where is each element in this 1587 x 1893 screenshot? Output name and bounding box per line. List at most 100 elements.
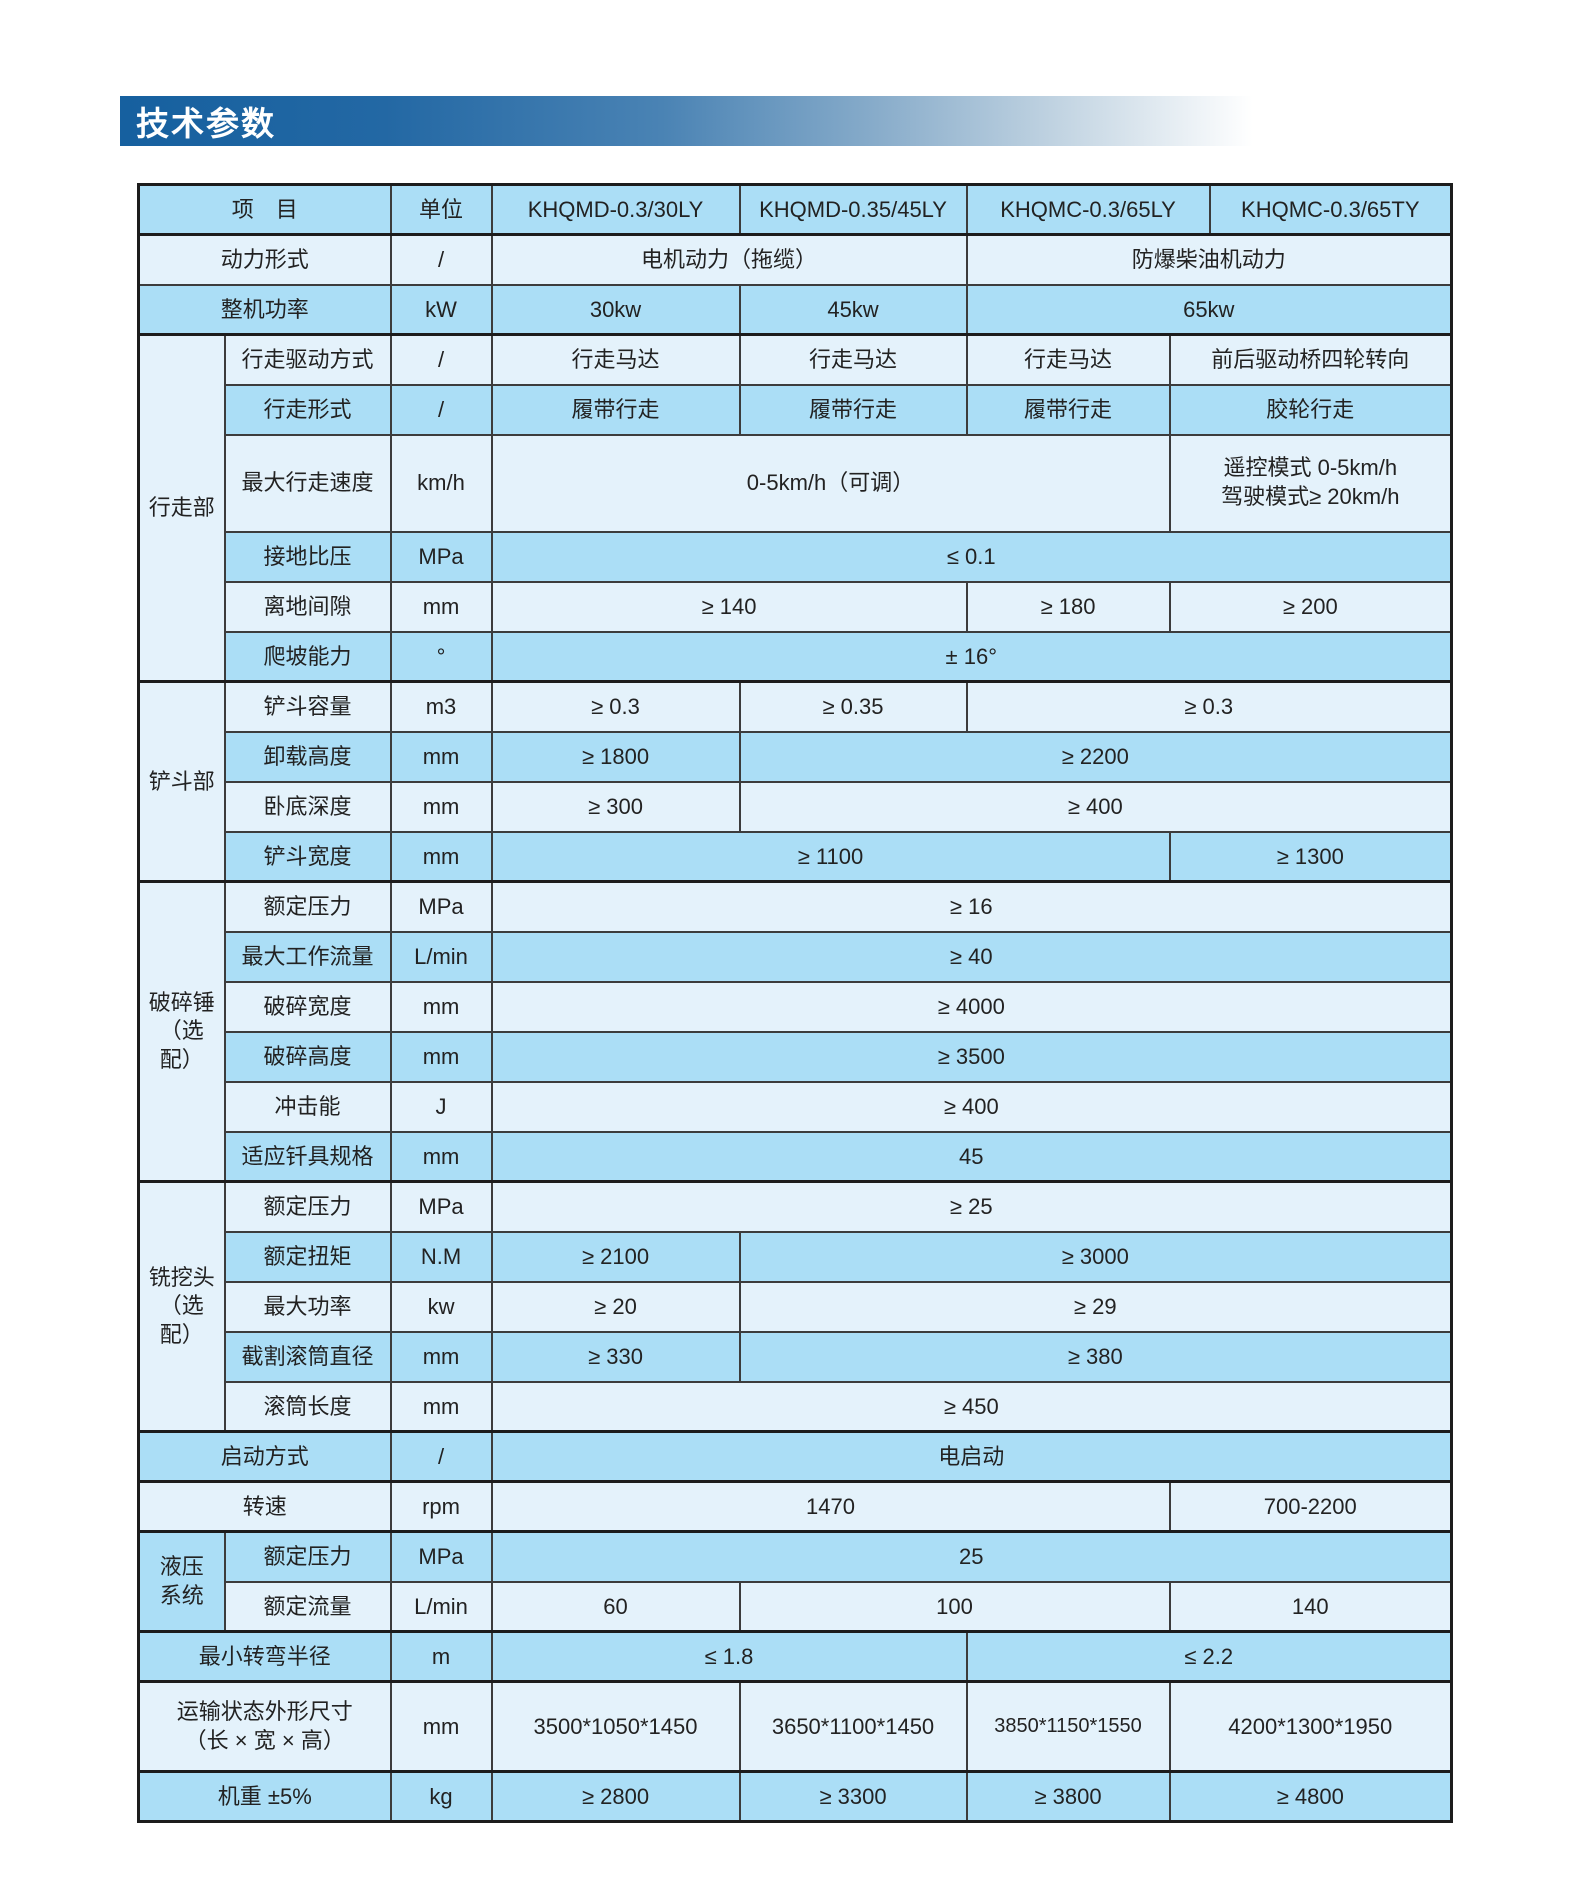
value-cell: 100 [738, 1580, 1171, 1633]
value-cell: 140 [1168, 1580, 1453, 1633]
value-cell: 电机动力（拖缆） [490, 233, 968, 286]
row-label: 适应钎具规格 [223, 1130, 392, 1183]
col-header-model-1: KHQMD-0.3/30LY [490, 183, 741, 236]
value-cell: 履带行走 [965, 383, 1171, 436]
value-cell: ≥ 2200 [738, 730, 1453, 783]
unit-cell: mm [389, 580, 493, 633]
row-label-line: 运输状态外形尺寸 [176, 1698, 353, 1724]
table-row: 爬坡能力 ° ± 16° [139, 630, 1453, 683]
row-label: 破碎高度 [223, 1030, 392, 1083]
row-label: 最大功率 [223, 1280, 392, 1333]
row-label: 破碎宽度 [223, 980, 392, 1033]
value-cell: 3650*1100*1450 [738, 1680, 968, 1773]
value-cell: ≥ 40 [490, 930, 1453, 983]
unit-cell: MPa [389, 1180, 493, 1233]
row-label: 转速 [137, 1480, 392, 1533]
value-cell: 60 [490, 1580, 741, 1633]
row-label: 截割滚筒直径 [223, 1330, 392, 1383]
row-label: 运输状态外形尺寸 （长 × 宽 × 高） [137, 1680, 392, 1773]
table-row: 启动方式 / 电启动 [137, 1430, 1453, 1483]
table-row: 整机功率 kW 30kw 45kw 65kw [137, 283, 1453, 336]
value-cell: 履带行走 [490, 383, 741, 436]
row-label: 额定压力 [223, 1530, 392, 1583]
value-cell: 防爆柴油机动力 [965, 233, 1453, 286]
value-cell: 30kw [490, 283, 741, 336]
unit-cell: ° [389, 630, 493, 683]
row-label: 爬坡能力 [223, 630, 392, 683]
row-label: 额定压力 [223, 1180, 392, 1233]
row-label: 冲击能 [223, 1080, 392, 1133]
value-cell: ≥ 380 [738, 1330, 1453, 1383]
value-cell: 0-5km/h（可调） [490, 433, 1171, 533]
value-cell: 3500*1050*1450 [490, 1680, 741, 1773]
value-cell: ≥ 400 [490, 1080, 1453, 1133]
col-header-model-3: KHQMC-0.3/65LY [965, 183, 1211, 236]
col-header-model-2: KHQMD-0.35/45LY [738, 183, 968, 236]
group-cell-breaker: 破碎锤 （选配） [137, 880, 226, 1183]
row-label: 接地比压 [223, 530, 392, 583]
row-label: 额定流量 [223, 1580, 392, 1633]
value-cell: 电启动 [490, 1430, 1453, 1483]
group-cell-hydraulic: 液压 系统 [137, 1530, 226, 1633]
value-cell: ≥ 330 [490, 1330, 741, 1383]
value-cell: ± 16° [490, 630, 1453, 683]
table-row: 滚筒长度 mm ≥ 450 [139, 1380, 1453, 1433]
group-label-line: （选配） [159, 1293, 204, 1347]
row-label: 动力形式 [137, 233, 392, 286]
value-cell: 700-2200 [1168, 1480, 1453, 1533]
unit-cell: MPa [389, 1530, 493, 1583]
unit-cell: m3 [389, 680, 493, 733]
row-label: 铲斗容量 [223, 680, 392, 733]
unit-cell: mm [389, 1680, 493, 1773]
value-cell: ≥ 400 [738, 780, 1453, 833]
group-label-line: 液压 [159, 1553, 204, 1579]
value-cell: 45 [490, 1130, 1453, 1183]
unit-cell: N.M [389, 1230, 493, 1283]
table-row: 机重 ±5% kg ≥ 2800 ≥ 3300 ≥ 3800 ≥ 4800 [137, 1770, 1453, 1823]
value-cell: ≤ 2.2 [965, 1630, 1453, 1683]
value-cell: 行走马达 [738, 333, 968, 386]
unit-cell: / [389, 383, 493, 436]
value-cell: 行走马达 [965, 333, 1171, 386]
value-cell: ≤ 1.8 [490, 1630, 968, 1683]
table-row: 离地间隙 mm ≥ 140 ≥ 180 ≥ 200 [139, 580, 1453, 633]
specs-table: 项 目 单位 KHQMD-0.3/30LY KHQMD-0.35/45LY KH… [137, 183, 1454, 1823]
table-row: 行走部 行走驱动方式 / 行走马达 行走马达 行走马达 前后驱动桥四轮转向 [137, 333, 1453, 683]
table-row: 截割滚筒直径 mm ≥ 330 ≥ 380 [139, 1330, 1453, 1383]
section-title-bar: 技术参数 [120, 96, 1325, 146]
unit-cell: kw [389, 1280, 493, 1333]
table-row: 最小转弯半径 m ≤ 1.8 ≤ 2.2 [137, 1630, 1453, 1683]
unit-cell: / [389, 333, 493, 386]
table-row: 卸载高度 mm ≥ 1800 ≥ 2200 [139, 730, 1453, 783]
value-cell: ≥ 0.3 [490, 680, 741, 733]
table-row: 铲斗宽度 mm ≥ 1100 ≥ 1300 [139, 830, 1453, 883]
value-cell: ≥ 4800 [1168, 1770, 1453, 1823]
unit-cell: mm [389, 780, 493, 833]
row-label: 铲斗宽度 [223, 830, 392, 883]
row-label: 滚筒长度 [223, 1380, 392, 1433]
row-label: 启动方式 [137, 1430, 392, 1483]
value-cell: ≥ 4000 [490, 980, 1453, 1033]
table-row: 破碎高度 mm ≥ 3500 [139, 1030, 1453, 1083]
row-label: 机重 ±5% [137, 1770, 392, 1823]
value-cell: ≥ 29 [738, 1280, 1453, 1333]
page-title: 技术参数 [136, 105, 276, 142]
value-cell: ≥ 16 [490, 880, 1453, 933]
unit-cell: MPa [389, 880, 493, 933]
row-label: 离地间隙 [223, 580, 392, 633]
unit-cell: km/h [389, 433, 493, 533]
row-label: 额定压力 [223, 880, 392, 933]
table-row: 铣挖头 （选配） 额定压力 MPa ≥ 25 [137, 1180, 1453, 1433]
value-cell: 遥控模式 0-5km/h 驾驶模式≥ 20km/h [1168, 433, 1453, 533]
value-line: 驾驶模式≥ 20km/h [1221, 484, 1400, 509]
table-row: 额定扭矩 N.M ≥ 2100 ≥ 3000 [139, 1230, 1453, 1283]
row-label: 最大工作流量 [223, 930, 392, 983]
unit-cell: L/min [389, 930, 493, 983]
col-header-unit: 单位 [389, 183, 493, 236]
value-cell: ≥ 20 [490, 1280, 741, 1333]
group-label-line: 破碎锤 [148, 989, 215, 1015]
unit-cell: m [389, 1630, 493, 1683]
value-cell: 胶轮行走 [1168, 383, 1453, 436]
value-cell: ≥ 3800 [965, 1770, 1171, 1823]
